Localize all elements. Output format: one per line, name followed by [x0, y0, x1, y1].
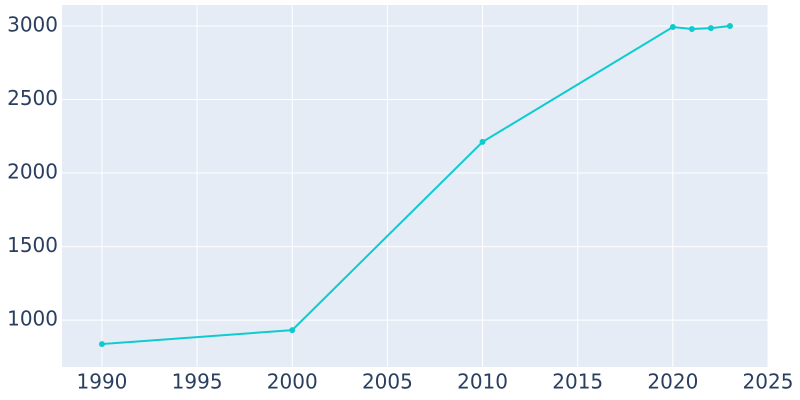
x-tick-label: 2025 — [743, 370, 794, 394]
point — [289, 327, 296, 334]
point — [707, 25, 714, 32]
x-tick-label: 1995 — [172, 370, 223, 394]
point — [479, 138, 486, 145]
point — [726, 23, 733, 30]
x-tick-label: 2015 — [552, 370, 603, 394]
y-tick-label: 1500 — [7, 233, 58, 257]
plot-area — [62, 5, 768, 367]
y-tick-label: 3000 — [7, 13, 58, 37]
x-tick-label: 2005 — [362, 370, 413, 394]
point — [688, 25, 695, 32]
point — [98, 341, 105, 348]
point — [669, 24, 676, 31]
y-tick-label: 2500 — [7, 86, 58, 110]
y-tick-label: 2000 — [7, 160, 58, 184]
x-tick-label: 2020 — [647, 370, 698, 394]
x-tick-label: 2010 — [457, 370, 508, 394]
x-tick-label: 2000 — [267, 370, 318, 394]
y-tick-label: 1000 — [7, 307, 58, 331]
x-tick-label: 1990 — [77, 370, 128, 394]
